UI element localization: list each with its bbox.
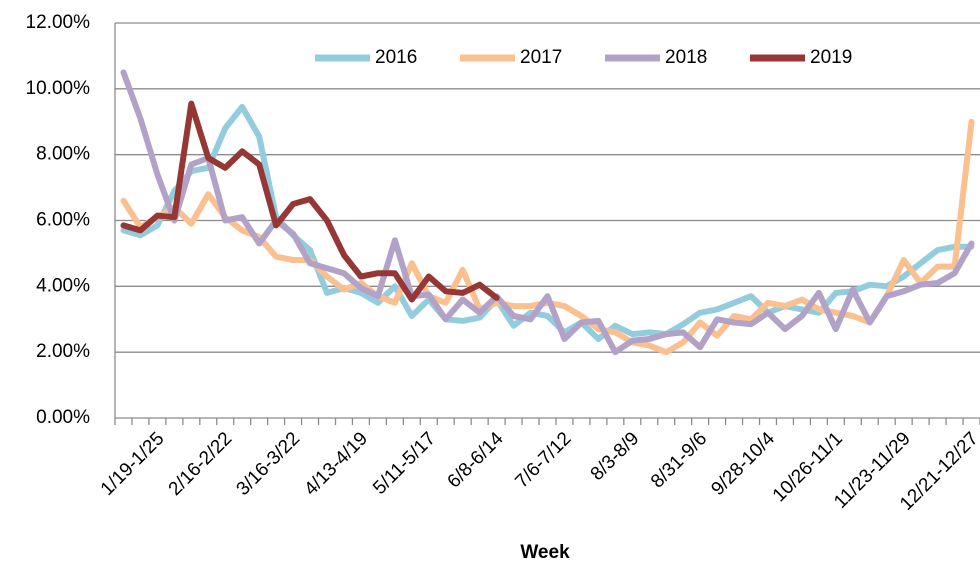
x-tick-label: 6/8-6/14 — [444, 428, 508, 492]
y-tick-label: 0.00% — [36, 407, 90, 428]
legend-label: 2017 — [520, 47, 562, 68]
y-tick-label: 12.00% — [26, 12, 91, 33]
x-tick-label: 7/6-7/12 — [511, 428, 575, 492]
series-line — [120, 100, 500, 303]
legend-label: 2018 — [665, 47, 707, 68]
x-tick-label: 3/16-3/22 — [233, 428, 305, 500]
y-tick-label: 2.00% — [36, 341, 90, 362]
y-tick-label: 8.00% — [36, 144, 90, 165]
legend-label: 2019 — [810, 47, 852, 68]
x-tick-label: 8/31-9/6 — [647, 428, 711, 492]
x-tick-label: 1/19-1/25 — [97, 428, 169, 500]
x-tick-label: 4/13-4/19 — [300, 428, 372, 500]
x-tick-label: 8/3-8/9 — [587, 428, 644, 485]
x-tick-label: 2/16-2/22 — [165, 428, 237, 500]
y-tick-label: 10.00% — [26, 78, 91, 99]
y-tick-label: 4.00% — [36, 275, 90, 296]
y-tick-label: 6.00% — [36, 210, 90, 231]
series-line — [120, 103, 975, 342]
series-line — [120, 69, 975, 356]
x-axis-title: Week — [520, 542, 570, 563]
legend-label: 2016 — [375, 47, 417, 68]
x-tick-label: 9/28-10/4 — [707, 428, 779, 500]
x-tick-label: 5/11-5/17 — [369, 428, 440, 499]
